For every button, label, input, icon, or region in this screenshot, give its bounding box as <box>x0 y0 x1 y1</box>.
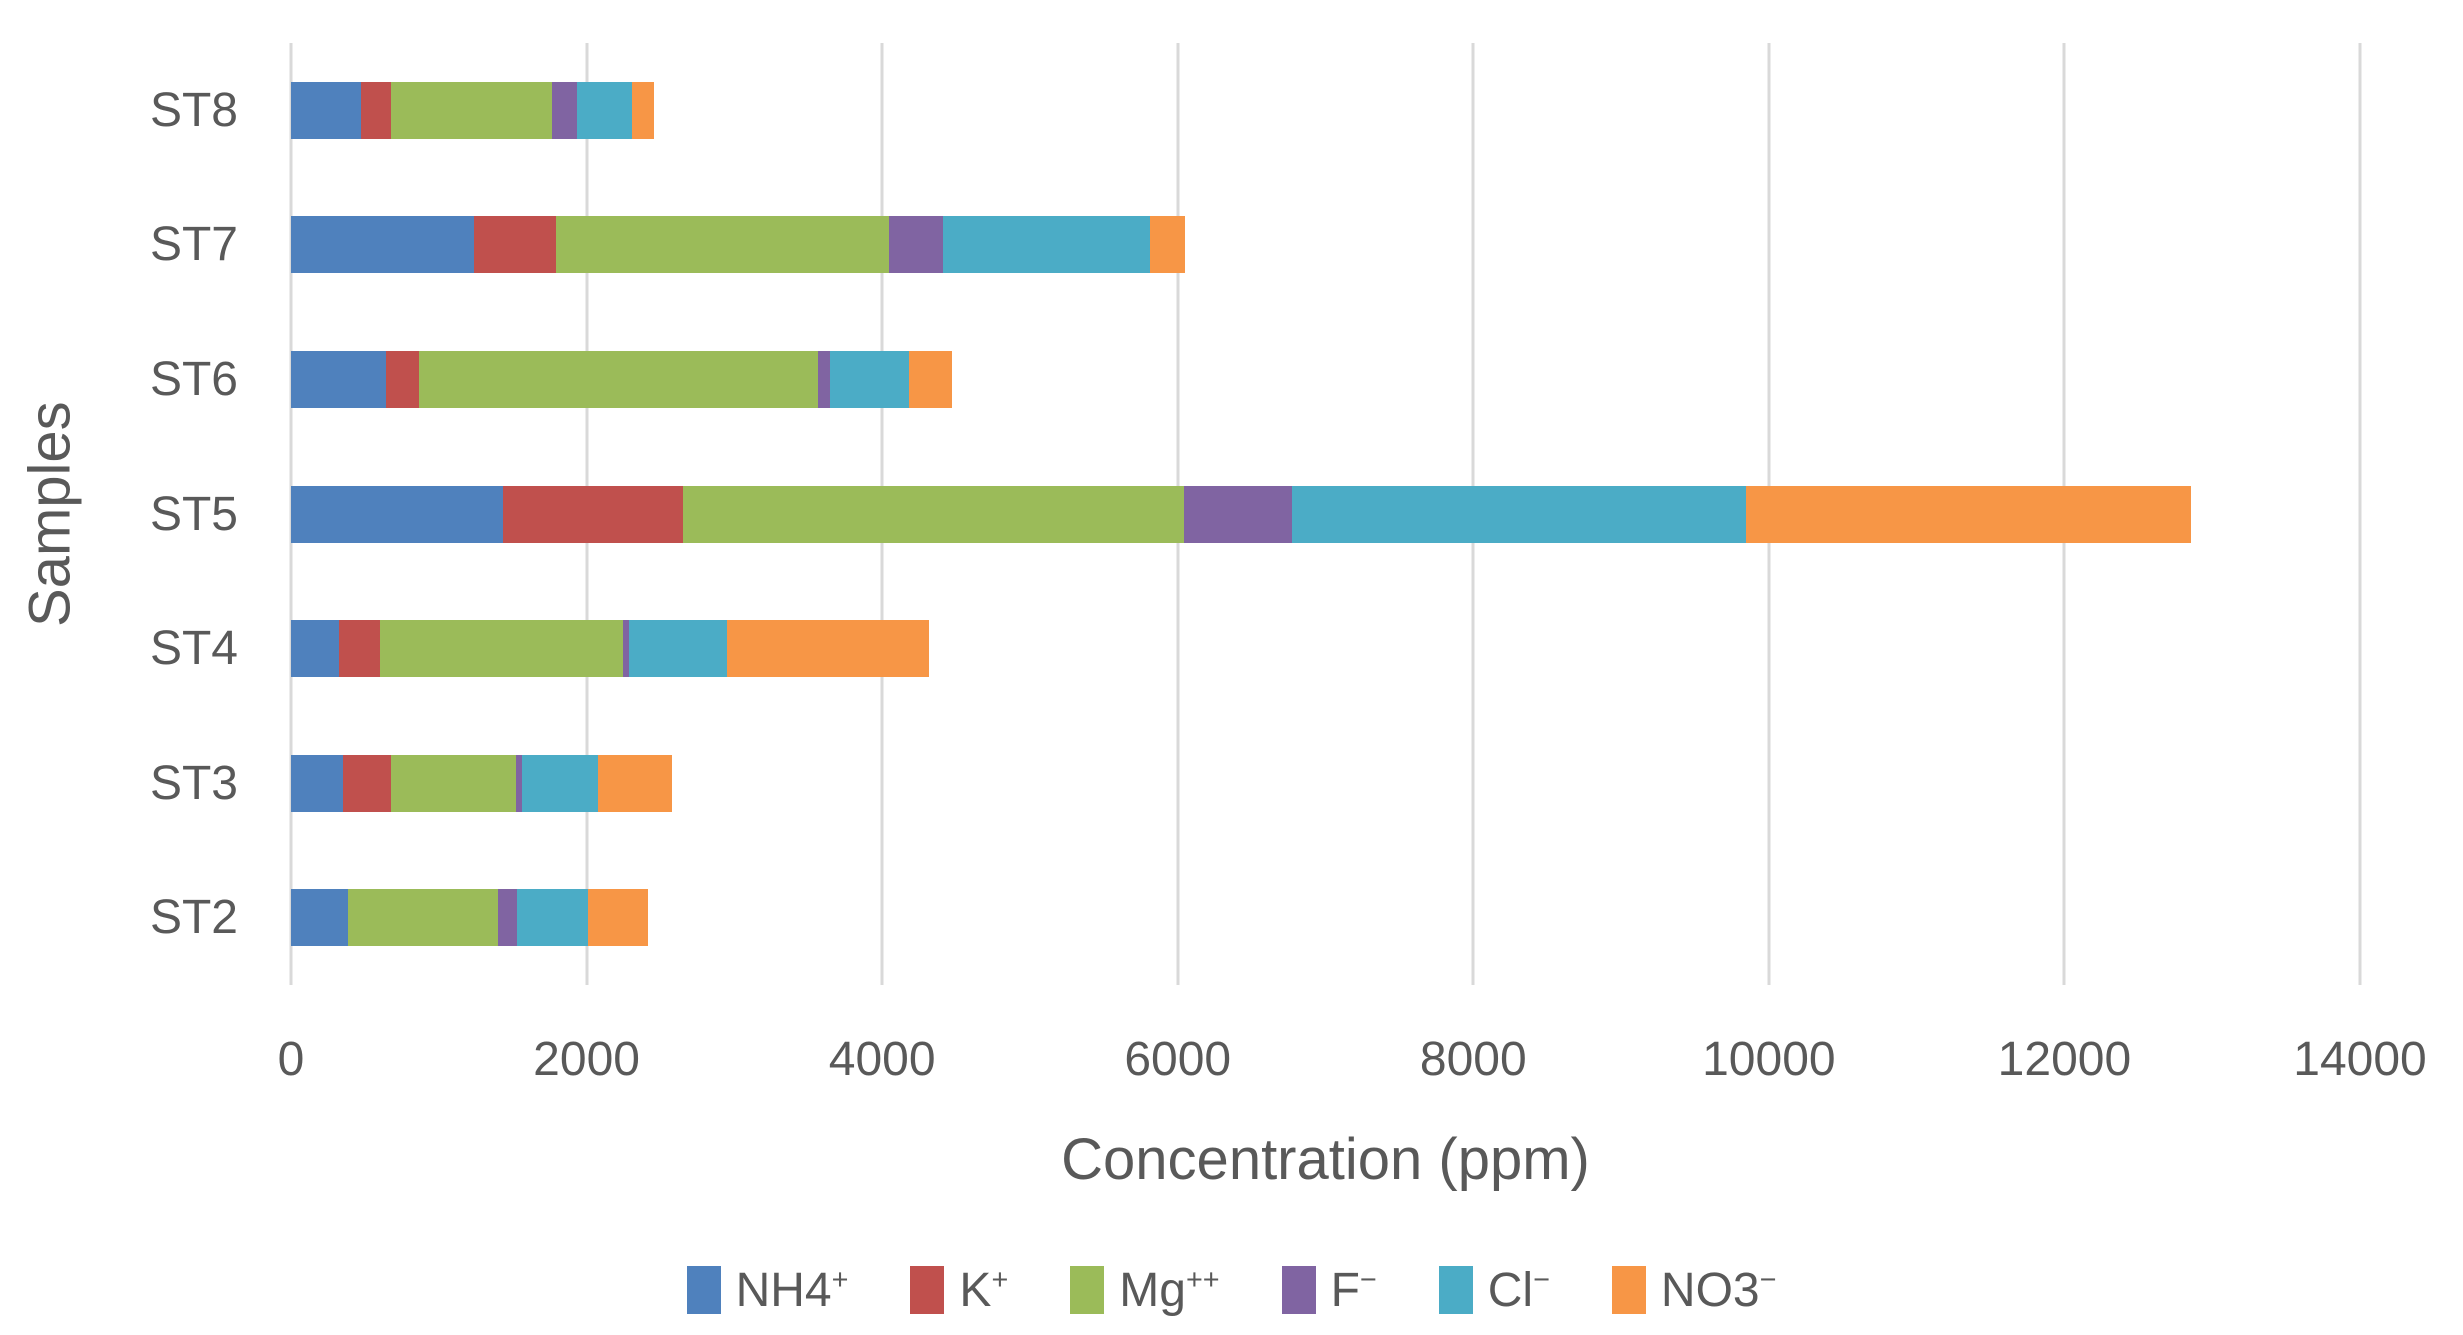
bar-segment-no3-st4 <box>726 620 929 678</box>
bar-segment-no3-st7 <box>1149 216 1186 274</box>
tick-label-6000: 6000 <box>1124 1033 1232 1086</box>
legend-swatch-mg <box>1070 1266 1105 1314</box>
bar-segment-k-st3 <box>342 754 391 812</box>
tick-label-4000: 4000 <box>828 1033 936 1086</box>
bar-segment-mg-st2 <box>347 889 498 947</box>
legend-item-mg: Mg++ <box>1070 1263 1220 1318</box>
bar-segment-no3-st2 <box>588 889 648 947</box>
bar-segment-nh4-st4 <box>291 620 340 678</box>
bar-segment-no3-st5 <box>1745 485 2192 543</box>
legend-label-cl: Cl− <box>1487 1263 1550 1317</box>
bar-segment-nh4-st6 <box>291 350 386 408</box>
plot-area <box>289 43 2362 985</box>
bar-segment-nh4-st7 <box>291 216 475 274</box>
bar-segment-cl-st4 <box>628 620 727 678</box>
tick-label-0: 0 <box>277 1033 305 1086</box>
legend-item-k: K+ <box>910 1263 1008 1318</box>
bar-segment-nh4-st2 <box>291 889 348 947</box>
bar-segment-cl-st3 <box>521 754 599 812</box>
bar-segment-cl-st5 <box>1292 485 1746 543</box>
legend-item-f: F− <box>1281 1263 1377 1318</box>
legend-item-nh4: NH4+ <box>686 1263 849 1318</box>
bar-segment-cl-st8 <box>576 81 633 139</box>
bar-segment-f-st4 <box>623 620 629 678</box>
legend-swatch-nh4 <box>686 1266 721 1314</box>
legend-label-no3: NO3− <box>1660 1263 1777 1317</box>
legend-item-no3: NO3− <box>1611 1263 1777 1318</box>
tick-label-10000: 10000 <box>1702 1033 1836 1086</box>
legend-label-nh4: NH4+ <box>735 1263 849 1317</box>
bar-segment-mg-st6 <box>418 350 818 408</box>
legend-swatch-k <box>910 1266 945 1314</box>
category-label-st2: ST2 <box>149 891 238 945</box>
category-label-st3: ST3 <box>149 756 238 810</box>
legend-item-cl: Cl− <box>1438 1263 1550 1318</box>
y-axis-category-labels: ST8 ST7 ST6 ST5 ST4 ST3 ST2 <box>0 43 238 985</box>
stacked-bar-st8 <box>291 81 2360 139</box>
legend: NH4+ K+ Mg++ F− Cl− NO3− <box>0 1252 2463 1328</box>
category-label-st8: ST8 <box>149 83 238 137</box>
bar-segment-mg-st4 <box>380 620 624 678</box>
bar-segment-mg-st5 <box>683 485 1185 543</box>
bar-segment-f-st8 <box>551 81 577 139</box>
bar-segment-k-st7 <box>474 216 557 274</box>
bar-row-st5 <box>291 447 2360 582</box>
bar-row-st6 <box>291 312 2360 447</box>
bar-segment-nh4-st5 <box>291 485 504 543</box>
bar-segment-f-st6 <box>817 350 830 408</box>
bar-segment-cl-st7 <box>943 216 1150 274</box>
x-axis-tick-labels: 0 2000 4000 6000 8000 10000 12000 14000 <box>278 1032 2427 1096</box>
legend-swatch-f <box>1281 1266 1316 1314</box>
bar-segment-no3-st8 <box>632 81 654 139</box>
bar-segment-no3-st3 <box>598 754 673 812</box>
bar-row-st8 <box>291 43 2360 178</box>
bar-segment-f-st7 <box>888 216 944 274</box>
bar-segment-nh4-st3 <box>291 754 343 812</box>
legend-swatch-cl <box>1438 1266 1473 1314</box>
bar-segment-cl-st6 <box>829 350 909 408</box>
category-label-st6: ST6 <box>149 352 238 406</box>
stacked-bar-st3 <box>291 754 2360 812</box>
legend-label-f: F− <box>1330 1263 1377 1317</box>
stacked-bar-st4 <box>291 620 2360 678</box>
bar-segment-cl-st2 <box>517 889 589 947</box>
bar-segment-nh4-st8 <box>291 81 362 139</box>
bar-rows <box>291 43 2360 985</box>
legend-swatch-no3 <box>1611 1266 1646 1314</box>
tick-label-12000: 12000 <box>1997 1033 2132 1086</box>
bar-segment-mg-st3 <box>390 754 517 812</box>
tick-label-2000: 2000 <box>533 1033 640 1086</box>
legend-label-k: K+ <box>959 1263 1009 1317</box>
legend-label-mg: Mg++ <box>1119 1263 1220 1317</box>
tick-label-8000: 8000 <box>1419 1033 1527 1086</box>
gridline <box>2358 43 2362 985</box>
category-label-st7: ST7 <box>149 218 238 272</box>
category-label-st5: ST5 <box>149 487 238 541</box>
bar-segment-k-st4 <box>339 620 381 678</box>
bar-row-st7 <box>291 178 2360 313</box>
x-axis-title: Concentration (ppm) <box>1061 1127 1590 1192</box>
stacked-bar-st6 <box>291 350 2360 408</box>
bar-row-st3 <box>291 716 2360 851</box>
bar-segment-mg-st7 <box>556 216 889 274</box>
category-label-st4: ST4 <box>149 622 238 676</box>
bar-segment-f-st2 <box>497 889 518 947</box>
bar-segment-k-st8 <box>361 81 391 139</box>
bar-segment-f-st3 <box>516 754 522 812</box>
stacked-bar-st7 <box>291 216 2360 274</box>
bar-row-st4 <box>291 581 2360 716</box>
bar-segment-no3-st6 <box>908 350 952 408</box>
bar-segment-k-st5 <box>503 485 684 543</box>
bar-row-st2 <box>291 850 2360 985</box>
stacked-bar-st2 <box>291 889 2360 947</box>
bar-segment-f-st5 <box>1184 485 1293 543</box>
bar-segment-mg-st8 <box>390 81 552 139</box>
tick-label-14000: 14000 <box>2293 1033 2427 1086</box>
stacked-bar-st5 <box>291 485 2360 543</box>
bar-segment-k-st6 <box>385 350 419 408</box>
